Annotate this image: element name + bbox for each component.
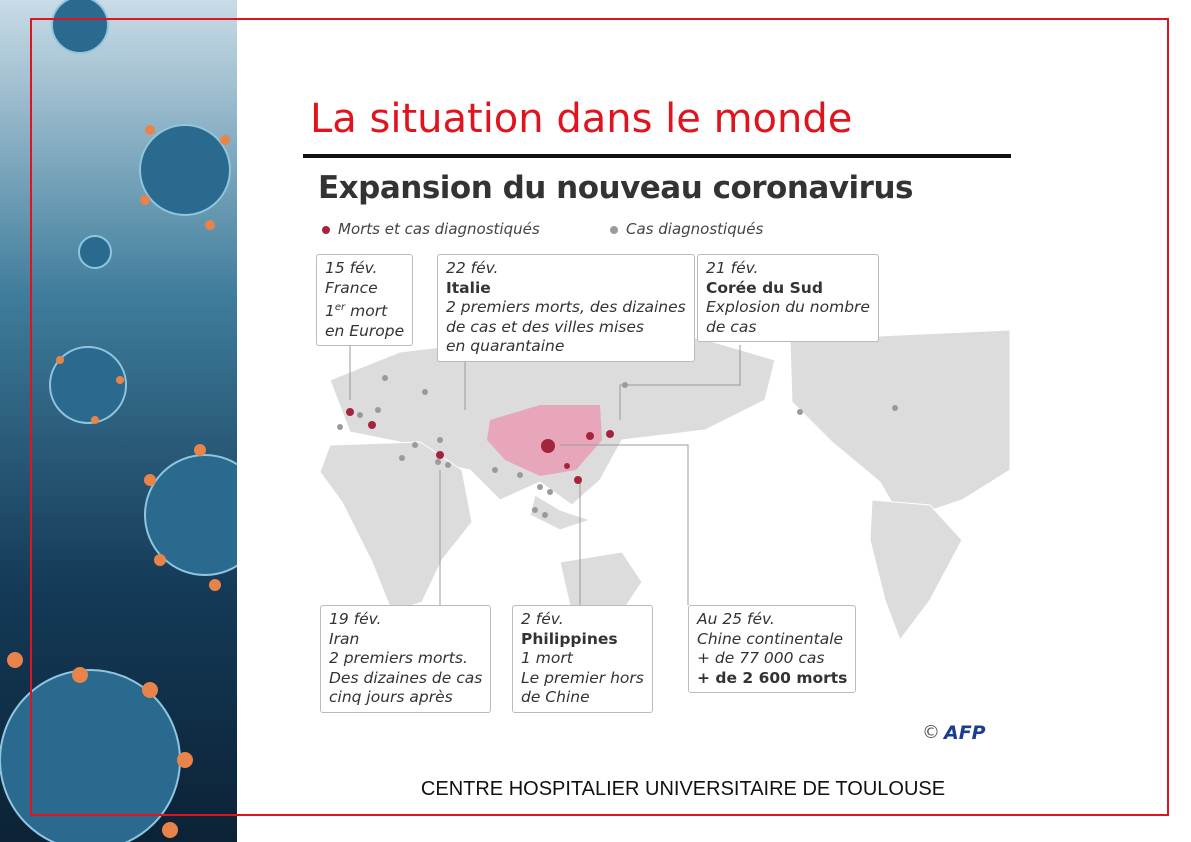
callout-text: 2 premiers morts. [329,649,468,667]
legend-label: Cas diagnostiqués [626,220,764,238]
legend-item: Cas diagnostiqués [610,220,763,238]
callout-line: 15 fév. [325,259,404,279]
virus-image [0,0,237,842]
callout-line: Le premier hors [521,669,644,689]
callout-text: Le premier hors [521,668,644,687]
callout-line: + de 2 600 morts [697,669,847,689]
callout-text: Iran [329,629,360,648]
callout-line: en quarantaine [446,337,686,357]
callout-text: + de 2 600 morts [697,668,848,687]
copyright: © [922,722,940,743]
callout-text: 2 premiers morts, des dizaines [446,298,686,316]
callout: 22 fév. Italie 2 premiers morts, des dizai… [437,254,695,362]
callout: 2 fév. Philippines 1 mort Le premier hors de… [512,605,653,713]
callout-text: 1 [325,302,335,321]
callout-line: Philippines [521,630,644,650]
callout-text: en Europe [325,321,405,340]
callout-line: 21 fév. [706,259,870,279]
callout-text: de cas et des villes mises [446,317,644,336]
callout: 21 fév. Corée du Sud Explosion du nombre de… [697,254,879,342]
callout-text: Explosion du nombre [706,298,870,316]
callout-text: 1 mort [521,649,573,667]
callout-line: Des dizaines de cas [329,669,482,689]
source-logo: AFP [944,722,986,744]
callout-line: 1er mort [325,298,404,322]
callout-text: Philippines [521,629,618,648]
callout-line: en Europe [325,322,404,342]
callout: 19 fév. Iran 2 premiers morts. Des dizaines… [320,605,492,713]
infographic-title: Expansion du nouveau coronavirus [318,170,913,206]
callout-line: 19 fév. [329,610,482,630]
callout-line: Corée du Sud [706,279,870,299]
callout-text: Corée du Sud [706,278,823,297]
callout-text: mort [350,302,388,321]
callout-line: France [325,279,404,299]
callout-text: cinq jours après [329,688,453,706]
legend-item: Morts et cas diagnostiqués [322,220,540,238]
callout-line: 2 premiers morts, des dizaines [446,298,686,318]
callout-text: de Chine [521,688,590,706]
callout-text: 21 fév. [706,259,759,277]
title-rule [303,154,1011,158]
callout-text: de cas [706,317,757,336]
callout-text: Chine continentale [697,629,844,648]
world-map [319,329,1010,642]
legend-dot [610,225,618,234]
callout-line: 1 mort [521,649,644,669]
callout-line: Au 25 fév. [697,610,847,630]
callout-text: 2 fév. [521,610,564,628]
legend-label: Morts et cas diagnostiqués [338,220,540,238]
callout-line: 22 fév. [446,259,686,279]
callout-line: de cas [706,318,870,338]
callout-line: de Chine [521,688,644,708]
slide-title: La situation dans le monde [310,96,853,142]
callout-text: 22 fév. [446,259,499,277]
callout: 15 fév. France 1er mort en Europe [316,254,414,347]
callout-line: + de 77 000 cas [697,649,847,669]
callout-text: + de 77 000 cas [697,649,825,667]
callout-line: 2 premiers morts. [329,649,482,669]
callout-text: Des dizaines de cas [329,668,483,687]
callout-text: 15 fév. [325,259,378,277]
callout-sup: er [334,302,346,313]
callout-line: cinq jours après [329,688,482,708]
callout-text: France [325,278,378,297]
slide-frame [30,18,1169,816]
legend-dot [322,225,330,234]
callout-line: Italie [446,279,686,299]
callout-text: 19 fév. [329,610,382,628]
callout-line: 2 fév. [521,610,644,630]
callout-line: de cas et des villes mises [446,318,686,338]
callout-text: Italie [446,278,491,297]
footer: CENTRE HOSPITALIER UNIVERSITAIRE DE TOUL… [420,778,946,800]
callout-line: Chine continentale [697,630,847,650]
callout-text: en quarantaine [446,337,565,355]
callout-text: Au 25 fév. [697,610,775,628]
callout-line: Iran [329,630,482,650]
callout-line: Explosion du nombre [706,298,870,318]
callout: Au 25 fév. Chine continentale + de 77 000 … [688,605,857,693]
